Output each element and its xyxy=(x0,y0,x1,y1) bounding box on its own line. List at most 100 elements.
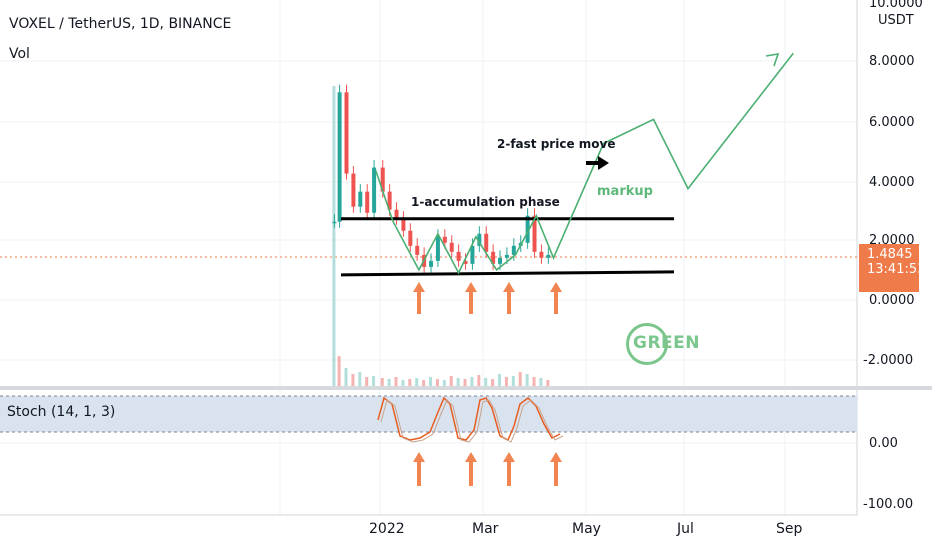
price-candle xyxy=(470,245,475,264)
price-candle xyxy=(344,92,349,174)
up-arrow-icon xyxy=(413,452,425,486)
accumulation-annotation[interactable]: 1-accumulation phase xyxy=(411,195,560,209)
volume-bar xyxy=(372,376,376,386)
price-candle xyxy=(380,167,385,192)
x-tick-label: May xyxy=(572,521,601,537)
x-tick-label: Mar xyxy=(472,521,499,537)
volume-bar xyxy=(470,377,474,386)
volume-bar xyxy=(422,380,426,386)
up-arrow-icon xyxy=(465,452,477,486)
volume-bar xyxy=(387,379,391,386)
y-tick-label: 6.0000 xyxy=(869,115,915,130)
volume-bar xyxy=(429,377,433,386)
green-logo xyxy=(626,323,668,365)
up-arrow-icon xyxy=(465,282,477,314)
current-price: 1.4845 xyxy=(867,247,913,262)
projection-arrowhead xyxy=(765,52,780,67)
volume-bar xyxy=(504,377,508,386)
volume-bar xyxy=(456,378,460,386)
volume-bar xyxy=(365,377,369,386)
price-candle xyxy=(546,254,551,258)
volume-bar xyxy=(344,368,348,386)
volume-bar xyxy=(498,374,502,386)
stoch-tick-label: 0.00 xyxy=(869,436,898,451)
y-tick-label: 0.0000 xyxy=(869,293,915,308)
y-tick-label: 4.0000 xyxy=(869,175,915,190)
volume-bar xyxy=(332,86,336,386)
right-arrow-icon xyxy=(586,156,609,170)
bar-countdown: 13:41:53 xyxy=(867,262,926,277)
y-tick-label: -2.0000 xyxy=(863,353,914,368)
price-candle xyxy=(532,215,537,252)
price-candle xyxy=(449,242,454,252)
price-candle xyxy=(401,218,406,231)
stoch-k-line xyxy=(377,396,561,442)
price-candle xyxy=(408,230,413,246)
pane-divider[interactable] xyxy=(0,386,932,390)
volume-bar xyxy=(491,379,495,386)
volume-bar xyxy=(358,372,362,386)
price-candle xyxy=(498,257,503,264)
stoch-indicator-label[interactable]: Stoch (14, 1, 3) xyxy=(7,404,116,420)
price-candle xyxy=(491,251,496,264)
price-candle xyxy=(351,173,356,207)
up-arrow-icon xyxy=(550,452,562,486)
volume-bar xyxy=(380,378,384,386)
price-candle xyxy=(539,251,544,258)
volume-bar xyxy=(394,377,398,386)
price-candle xyxy=(337,92,342,222)
price-series xyxy=(332,84,551,273)
volume-bar xyxy=(525,374,529,386)
price-candle xyxy=(525,215,530,243)
volume-label[interactable]: Vol xyxy=(9,46,30,62)
price-candle xyxy=(484,233,489,252)
up-arrow-icon xyxy=(503,282,515,314)
volume-bar xyxy=(484,378,488,386)
volume-bar xyxy=(511,376,515,386)
volume-bar xyxy=(435,379,439,386)
projection-line xyxy=(375,52,794,275)
up-arrow-icon xyxy=(503,452,515,486)
price-candle xyxy=(394,209,399,219)
volume-bars xyxy=(332,86,550,386)
stoch-tick-label: -100.00 xyxy=(863,497,914,512)
buy-arrows-price xyxy=(413,282,562,314)
gridlines xyxy=(0,0,857,515)
volume-bar xyxy=(351,374,355,386)
volume-bar xyxy=(449,376,453,386)
y-unit-label: USDT xyxy=(878,13,914,28)
price-candle xyxy=(358,191,363,207)
volume-bar xyxy=(546,380,550,386)
price-candle xyxy=(477,233,482,246)
x-tick-label: Sep xyxy=(776,521,803,537)
price-candle xyxy=(442,236,447,243)
stoch-d-line xyxy=(380,399,564,443)
price-candle xyxy=(387,191,392,210)
volume-bar xyxy=(415,378,419,386)
x-tick-label: 2022 xyxy=(369,521,405,537)
x-tick-label: Jul xyxy=(677,521,694,537)
up-arrow-icon xyxy=(550,282,562,314)
volume-bar xyxy=(539,378,543,386)
price-candle xyxy=(372,167,377,213)
volume-bar xyxy=(401,380,405,386)
price-candle xyxy=(504,254,509,258)
volume-bar xyxy=(408,379,412,386)
price-candle xyxy=(456,251,461,261)
volume-bar xyxy=(532,377,536,386)
chart-title[interactable]: VOXEL / TetherUS, 1D, BINANCE xyxy=(9,16,232,32)
markup-annotation[interactable]: markup xyxy=(597,184,653,199)
price-candle xyxy=(415,245,420,255)
green-logo-text: GREEN xyxy=(633,333,700,353)
volume-bar xyxy=(442,380,446,386)
volume-bar xyxy=(518,372,522,386)
price-candle xyxy=(511,245,516,255)
support-line xyxy=(340,270,675,277)
price-candle xyxy=(365,191,370,213)
fast-move-annotation[interactable]: 2-fast price move xyxy=(497,137,616,151)
y-tick-label: 8.0000 xyxy=(869,54,915,69)
price-candle xyxy=(463,260,468,264)
buy-arrows-stoch xyxy=(413,452,562,486)
volume-bar xyxy=(463,379,467,386)
